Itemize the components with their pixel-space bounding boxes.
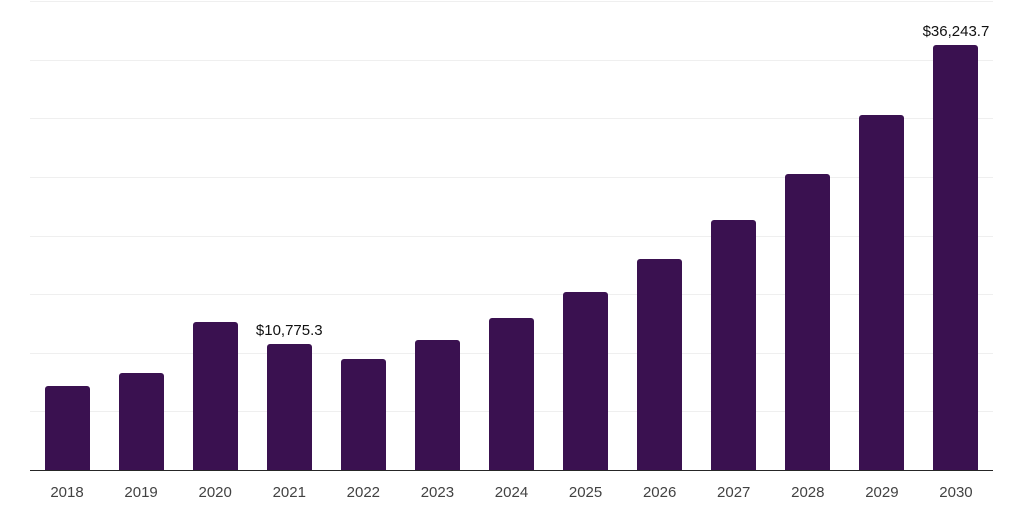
x-tick-label-2021: 2021 <box>272 484 306 501</box>
plot-area: $10,775.3 $36,243.7 <box>30 1 993 471</box>
bar-2019[interactable] <box>118 372 164 470</box>
bar-2026[interactable] <box>637 259 683 470</box>
bar-2029[interactable] <box>859 114 905 470</box>
x-tick-label-2023: 2023 <box>420 484 455 501</box>
bar-2023[interactable] <box>414 339 460 470</box>
bar-2030[interactable] <box>933 45 979 470</box>
bar-2018[interactable] <box>44 386 90 470</box>
gridline <box>30 235 993 237</box>
gridline <box>30 59 993 61</box>
x-tick-label-2020: 2020 <box>198 484 232 501</box>
gridline <box>30 176 993 178</box>
x-tick-label-2029: 2029 <box>865 484 899 501</box>
x-tick-label-2018: 2018 <box>50 484 84 501</box>
x-tick-label-2022: 2022 <box>346 484 381 501</box>
bar-2020[interactable] <box>192 322 238 470</box>
gridline <box>30 1 993 2</box>
x-tick-label-2024: 2024 <box>494 484 529 501</box>
x-tick-label-2026: 2026 <box>642 484 677 501</box>
x-tick-label-2030: 2030 <box>939 484 973 501</box>
bar-2028[interactable] <box>785 173 831 470</box>
bar-value-label: $36,243.7 <box>922 23 990 41</box>
bar-2027[interactable] <box>711 220 757 470</box>
bar-2022[interactable] <box>340 359 386 470</box>
gridline <box>30 294 993 296</box>
bar-value-label: $10,775.3 <box>255 321 323 339</box>
x-tick-label-2027: 2027 <box>717 484 751 501</box>
gridline <box>30 118 993 120</box>
bar-2024[interactable] <box>489 317 534 470</box>
bar-2021[interactable] <box>266 343 312 470</box>
x-tick-label-2028: 2028 <box>791 484 825 501</box>
x-axis: 2018 2019 2020 2021 2022 2023 2024 2025 2026 2027… <box>30 484 993 506</box>
x-tick-label-2019: 2019 <box>124 484 158 501</box>
bar-2025[interactable] <box>563 292 609 470</box>
x-tick-label-2025: 2025 <box>568 484 603 501</box>
